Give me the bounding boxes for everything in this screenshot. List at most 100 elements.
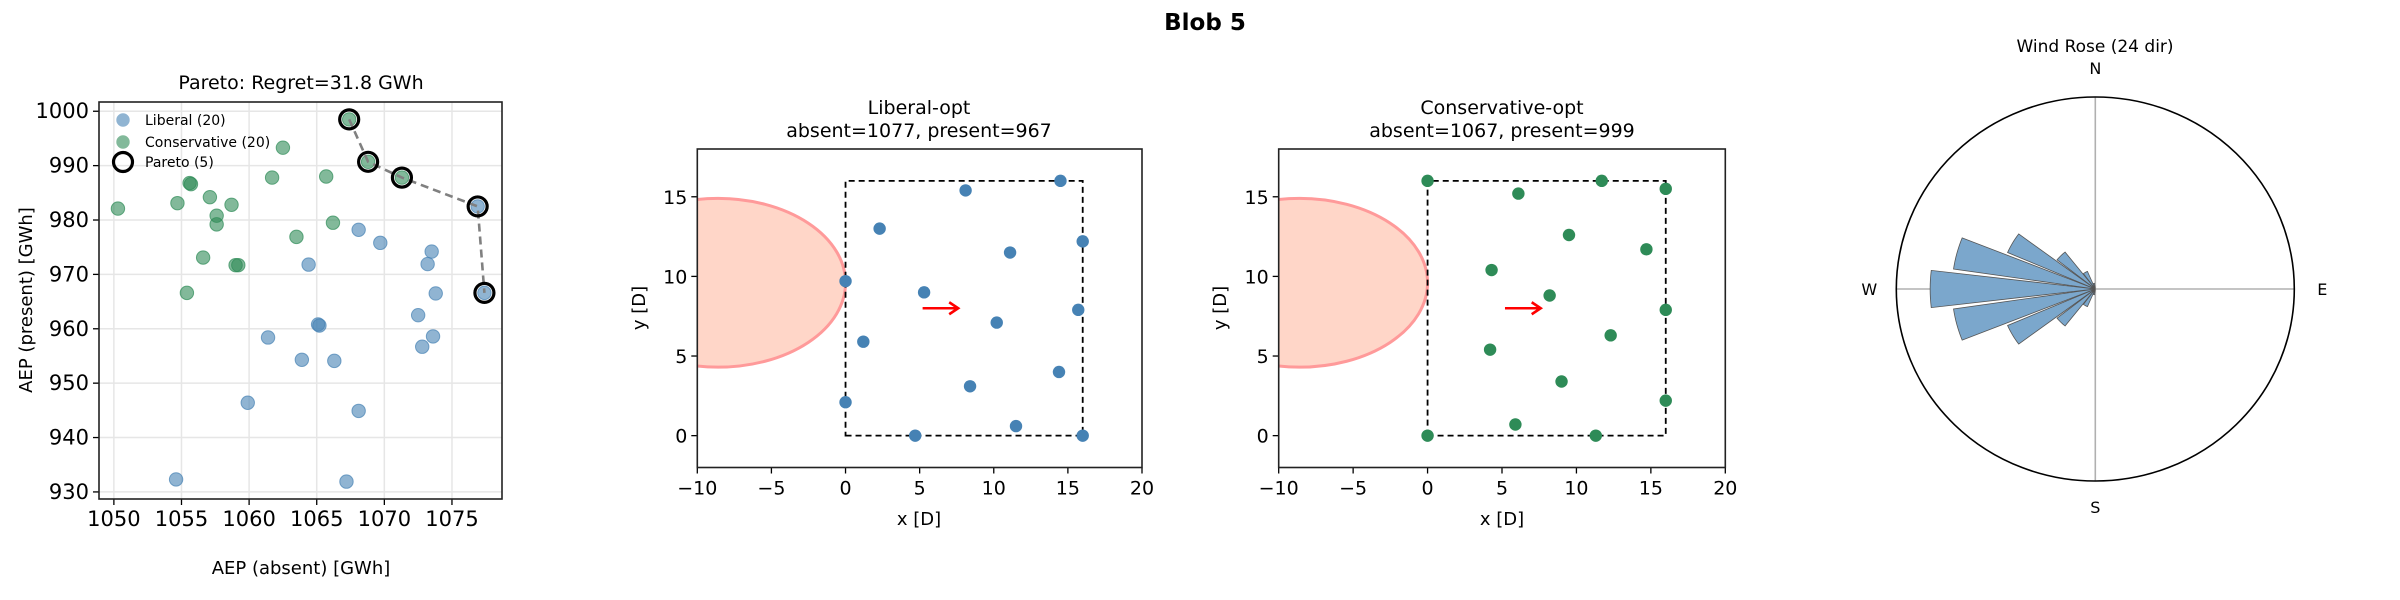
x-tick-label: 5: [1496, 478, 1508, 500]
axes-frame: [98, 101, 503, 500]
y-tick-label: 0: [675, 426, 687, 448]
liberal-point: [240, 395, 255, 410]
x-tick-label: 1065: [290, 507, 343, 531]
liberal-point: [415, 339, 430, 354]
compass-label-S: S: [2090, 498, 2100, 517]
conservative-point: [170, 195, 185, 211]
conservative-point: [264, 170, 280, 185]
conservative-layout-panel: Conservative-opt absent=1067, present=99…: [1210, 97, 1737, 530]
y-tick-label: 960: [49, 317, 89, 341]
pareto-point: [357, 150, 380, 173]
pareto-point: [466, 195, 489, 218]
liberal-point: [339, 474, 354, 489]
x-tick-label: 20: [1130, 478, 1154, 500]
pareto-point: [390, 166, 414, 189]
y-tick-label: 940: [49, 426, 89, 450]
turbine-marker: [917, 286, 931, 299]
y-tick-label: 15: [1245, 187, 1269, 209]
turbine-marker: [1562, 228, 1576, 242]
wind-rose-title: Wind Rose (24 dir): [2016, 37, 2173, 57]
turbine-marker: [963, 380, 977, 393]
wind-rose-bar: [2056, 251, 2096, 290]
turbine-marker: [1421, 174, 1434, 188]
wind-rose-bar: [2092, 282, 2096, 290]
x-tick-label: 15: [1639, 478, 1663, 500]
y-tick-label: 10: [1245, 266, 1269, 288]
liberal-point: [327, 353, 342, 369]
axes-frame: [1277, 148, 1727, 469]
liberal-subtitle: absent=1077, present=967: [786, 120, 1052, 142]
conservative-point: [183, 176, 199, 192]
y-tick-label: 5: [1257, 346, 1269, 368]
x-tick-label: 15: [1056, 478, 1080, 500]
obstacle-blob: [1278, 196, 1430, 369]
y-tick-label: 950: [49, 371, 89, 395]
x-tick-label: 20: [1713, 478, 1737, 500]
axes-frame: [696, 148, 1143, 469]
turbine-marker: [959, 184, 972, 197]
x-tick-label: −10: [1259, 478, 1299, 500]
conservative-point: [231, 257, 246, 273]
pareto-point: [338, 108, 361, 131]
x-tick-label: 1060: [222, 507, 275, 531]
turbine-marker: [1509, 418, 1522, 431]
liberal-point: [410, 307, 426, 323]
compass-label-W: W: [1861, 280, 1877, 299]
turbine-marker: [1072, 303, 1085, 317]
turbine-marker: [1485, 263, 1498, 277]
wind-rose-panel: Wind Rose (24 dir) N E S W: [1861, 37, 2327, 517]
rose-outer-circle: [1895, 96, 2296, 482]
turbine-marker: [1421, 429, 1434, 442]
y-tick-label: 0: [1257, 426, 1269, 448]
turbine-marker: [909, 429, 922, 442]
x-tick-label: 0: [1422, 478, 1434, 500]
liberal-title: Liberal-opt: [868, 97, 971, 119]
turbine-marker: [1052, 365, 1066, 379]
x-tick-label: 10: [982, 478, 1006, 500]
x-tick-label: 1070: [358, 507, 411, 531]
turbine-marker: [1640, 243, 1653, 256]
turbine-marker: [839, 396, 852, 409]
wind-arrow-head: [1530, 301, 1544, 316]
turbine-marker: [1009, 419, 1023, 433]
y-tick-label: 15: [663, 187, 687, 209]
turbine-marker: [1483, 343, 1497, 356]
y-tick-label: 5: [675, 346, 687, 368]
pareto-panel: Pareto: Regret=31.8 GWh AEP (absent) [GW…: [16, 72, 503, 579]
x-tick-label: 5: [914, 478, 926, 500]
wind-rose-bar: [1953, 237, 2096, 290]
turbine-marker: [990, 316, 1003, 329]
site-boundary: [844, 179, 1084, 437]
wind-rose-bar: [2007, 233, 2096, 290]
y-tick-label: 990: [49, 154, 89, 178]
turbine-marker: [839, 274, 852, 288]
y-tick-label: 980: [49, 208, 89, 232]
turbine-marker: [1555, 375, 1568, 388]
liberal-point: [425, 329, 441, 344]
liberal-point: [301, 257, 316, 272]
pareto-xlabel: AEP (absent) [GWh]: [212, 558, 391, 579]
wind-rose-bar: [2082, 288, 2096, 308]
x-tick-label: 1055: [155, 507, 208, 531]
compass-label-N: N: [2089, 59, 2101, 78]
conservative-ylabel: y [D]: [1210, 286, 1231, 330]
conservative-point: [179, 285, 195, 301]
conservative-point: [275, 140, 291, 155]
liberal-point: [420, 256, 435, 272]
legend-label: Pareto (5): [145, 155, 214, 171]
turbine-marker: [1604, 329, 1617, 342]
turbine-marker: [857, 335, 870, 348]
liberal-point: [168, 472, 184, 487]
x-tick-label: −10: [677, 478, 717, 500]
liberal-point: [312, 318, 327, 333]
x-tick-label: 0: [839, 478, 851, 500]
conservative-point: [110, 201, 126, 216]
wind-rose-bar: [2082, 270, 2096, 290]
turbine-marker: [1595, 174, 1608, 188]
conservative-point: [209, 217, 224, 232]
x-tick-label: 10: [1564, 478, 1588, 500]
turbine-marker: [1512, 187, 1525, 200]
pareto-point: [473, 281, 496, 304]
turbine-marker: [1054, 174, 1067, 188]
conservative-point: [325, 215, 341, 230]
